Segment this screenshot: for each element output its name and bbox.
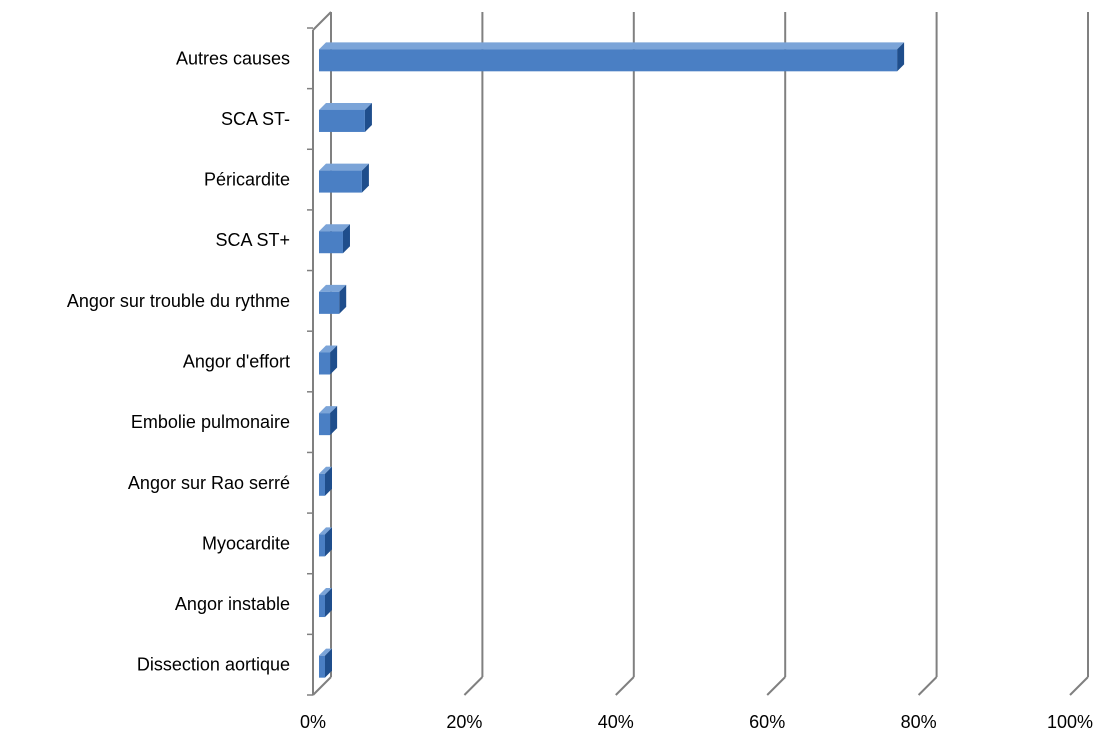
- x-tick-label: 40%: [598, 712, 634, 732]
- category-label: Autres causes: [176, 48, 290, 68]
- category-label: Péricardite: [204, 170, 290, 190]
- bar-top-face: [319, 588, 332, 596]
- bar: [319, 109, 365, 132]
- bar: [319, 352, 331, 375]
- floor-gridline: [766, 676, 786, 696]
- bar: [319, 473, 325, 496]
- bar-top-face: [319, 102, 372, 110]
- bar-side-face: [325, 527, 332, 557]
- bar: [319, 291, 340, 314]
- floor-gridline: [917, 676, 938, 696]
- x-tick-label: 80%: [901, 712, 937, 732]
- bar-top-face: [319, 224, 350, 232]
- x-tick-label: 20%: [446, 712, 482, 732]
- category-label: Angor instable: [175, 594, 290, 614]
- category-label: SCA ST-: [221, 109, 290, 129]
- bar: [319, 655, 325, 678]
- bar-top-face: [319, 527, 332, 535]
- bar-top-face: [319, 42, 905, 50]
- y-axis-top-edge: [312, 11, 332, 31]
- floor-gridline: [1069, 676, 1089, 696]
- bar-top-face: [319, 345, 338, 353]
- category-label: Embolie pulmonaire: [131, 412, 290, 432]
- bar-side-face: [330, 406, 338, 436]
- category-label: Dissection aortique: [137, 655, 290, 675]
- bar: [319, 534, 325, 557]
- x-tick-label: 100%: [1047, 712, 1093, 732]
- gridlines: [312, 12, 1089, 696]
- bar: [319, 49, 898, 72]
- bar: [319, 413, 331, 436]
- floor-gridline: [463, 676, 484, 696]
- bar-top-face: [319, 466, 332, 474]
- x-tick-labels: 0% 20% 40% 60% 80% 100%: [300, 712, 1093, 732]
- category-label: Angor sur Rao serré: [128, 473, 290, 493]
- floor-gridline: [615, 676, 635, 696]
- category-label: Angor d'effort: [183, 352, 290, 372]
- bar: [319, 231, 343, 254]
- category-labels: Autres causes SCA ST- Péricardite SCA ST+ An…: [67, 48, 290, 674]
- x-tick-label: 0%: [300, 712, 326, 732]
- floor-gridline: [312, 676, 332, 696]
- bar: [319, 595, 325, 618]
- bars: [319, 42, 905, 678]
- bar-side-face: [325, 648, 332, 678]
- bar-top-face: [319, 284, 347, 292]
- bar-top-face: [319, 648, 332, 656]
- category-label: Myocardite: [202, 533, 290, 553]
- bar-side-face: [897, 42, 905, 72]
- bar: [319, 170, 362, 193]
- bar-side-face: [364, 102, 372, 132]
- category-label: SCA ST+: [215, 230, 290, 250]
- bar-side-face: [325, 588, 332, 618]
- bar-top-face: [319, 406, 338, 414]
- bar-side-face: [325, 466, 332, 496]
- bar-side-face: [361, 163, 369, 193]
- x-tick-label: 60%: [749, 712, 785, 732]
- bar-side-face: [330, 345, 338, 375]
- bar-side-face: [339, 284, 347, 314]
- category-label: Angor sur trouble du rythme: [67, 291, 290, 311]
- bar-top-face: [319, 163, 369, 171]
- bar-side-face: [342, 224, 350, 254]
